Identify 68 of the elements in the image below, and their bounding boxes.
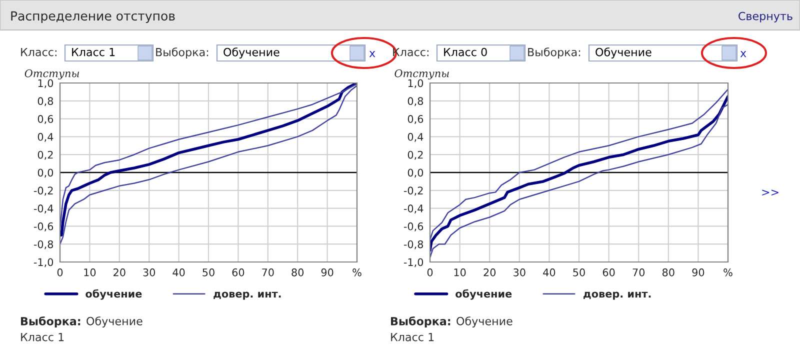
x-tick-label: 80 bbox=[662, 268, 674, 276]
x-tick-label: 0 bbox=[427, 268, 433, 276]
y-tick-label: 0,6 bbox=[408, 115, 424, 124]
y-tick-label: -0,2 bbox=[34, 186, 53, 196]
x-tick-label: 10 bbox=[454, 268, 466, 276]
y-tick-label: -0,4 bbox=[404, 204, 424, 214]
x-tick-label: 10 bbox=[84, 268, 96, 276]
y-tick-label: -0,2 bbox=[404, 186, 423, 196]
y-tick-label: 0,2 bbox=[408, 150, 423, 160]
x-tick-label: 60 bbox=[232, 268, 244, 276]
legend-label: довер. инт. bbox=[214, 292, 281, 300]
text: Выборка: bbox=[21, 316, 80, 328]
y-tick-label: -0,4 bbox=[34, 204, 54, 214]
text: Выборка: bbox=[391, 316, 450, 328]
y-tick-label: -0,6 bbox=[404, 222, 424, 232]
y-tick-label: -1,0 bbox=[404, 258, 424, 268]
x-tick-label: 40 bbox=[172, 268, 185, 276]
y-tick-label: 1,0 bbox=[408, 79, 424, 88]
y-tick-label: 0,8 bbox=[38, 97, 54, 106]
x-tick-label: 30 bbox=[143, 268, 156, 276]
text: Класс 1 bbox=[391, 332, 434, 342]
x-tick-label: 70 bbox=[632, 268, 645, 276]
y-axis-title: Отступы bbox=[24, 69, 79, 80]
text: >> bbox=[762, 190, 778, 196]
y-tick-label: 0,2 bbox=[38, 150, 53, 160]
x-tick-label: 20 bbox=[484, 268, 496, 276]
x-tick-label: 30 bbox=[514, 268, 526, 276]
y-axis-title: Отступы bbox=[394, 69, 449, 80]
text: x bbox=[369, 50, 376, 58]
x-tick-label: % bbox=[352, 268, 362, 276]
x-tick-label: 80 bbox=[292, 268, 304, 276]
y-tick-label: 0,4 bbox=[38, 132, 54, 142]
legend-label: обучение bbox=[86, 289, 142, 300]
y-tick-label: 0,0 bbox=[408, 168, 424, 178]
y-tick-label: -0,6 bbox=[34, 222, 54, 232]
x-tick-label: 0 bbox=[57, 268, 63, 276]
text: Класс: bbox=[21, 48, 56, 56]
text: Обучение bbox=[456, 316, 512, 328]
x-tick-label: 40 bbox=[543, 268, 556, 276]
x-tick-label: % bbox=[724, 268, 732, 276]
y-tick-label: 1,0 bbox=[38, 79, 54, 88]
y-tick-label: -0,8 bbox=[34, 240, 54, 250]
x-tick-label: 70 bbox=[262, 268, 274, 276]
y-tick-label: 0,0 bbox=[38, 168, 54, 178]
y-tick-label: -0,8 bbox=[404, 240, 424, 250]
y-tick-label: 0,6 bbox=[38, 115, 54, 124]
x-tick-label: 90 bbox=[321, 268, 334, 276]
x-tick-label: 50 bbox=[573, 268, 585, 276]
text: Обучение bbox=[596, 48, 652, 58]
text: Обучение bbox=[224, 48, 280, 58]
text: Выборка: bbox=[528, 48, 580, 58]
text: Обучение bbox=[86, 316, 142, 328]
x-tick-label: 60 bbox=[602, 268, 615, 276]
x-tick-label: 90 bbox=[692, 268, 704, 276]
text: Выборка: bbox=[156, 48, 208, 58]
text: Класс 1 bbox=[21, 332, 64, 342]
y-tick-label: 0,4 bbox=[408, 132, 424, 142]
x-tick-label: 50 bbox=[202, 268, 214, 276]
y-tick-label: 0,8 bbox=[408, 97, 424, 106]
x-tick-label: 20 bbox=[114, 268, 126, 276]
text: x bbox=[740, 50, 746, 58]
text: Свернуть bbox=[738, 12, 792, 22]
chart-title: Распределение отступов bbox=[11, 11, 175, 24]
text: Класс 0 bbox=[444, 48, 487, 56]
legend-label: обучение bbox=[456, 289, 512, 300]
y-tick-label: -1,0 bbox=[34, 258, 54, 268]
text: Класс 1 bbox=[72, 48, 115, 56]
legend-label: довер. инт. bbox=[584, 292, 651, 300]
